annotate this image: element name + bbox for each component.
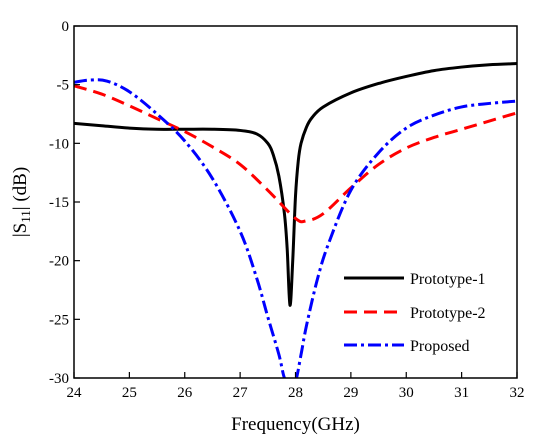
x-tick-label: 30 bbox=[399, 385, 414, 401]
y-axis-title-subscript: 11 bbox=[18, 210, 33, 223]
x-tick-label: 29 bbox=[343, 385, 358, 401]
legend-label-prototype-1: Prototype-1 bbox=[410, 271, 486, 288]
y-tick-label: -5 bbox=[57, 78, 70, 94]
series-line-proposed bbox=[74, 78, 517, 378]
y-tick-label: -10 bbox=[49, 136, 69, 152]
series-layer bbox=[74, 62, 517, 378]
y-axis-title-rest: | (dB) bbox=[10, 167, 31, 210]
y-axis-title: |S11| (dB) bbox=[10, 167, 33, 237]
x-tick-label: 24 bbox=[67, 385, 83, 401]
legend: Prototype-1 Prototype-2 Proposed bbox=[344, 271, 486, 355]
series-line-prototype-2 bbox=[74, 84, 517, 224]
x-tick-label: 27 bbox=[233, 385, 249, 401]
x-tick-label: 32 bbox=[510, 385, 525, 401]
x-axis-title: Frequency(GHz) bbox=[231, 414, 360, 435]
y-axis-title-main: |S bbox=[10, 223, 31, 237]
legend-label-proposed: Proposed bbox=[410, 338, 470, 355]
legend-label-prototype-2: Prototype-2 bbox=[410, 305, 486, 322]
x-tick-label: 25 bbox=[122, 385, 137, 401]
y-tick-label: -30 bbox=[49, 371, 69, 387]
x-tick-label: 26 bbox=[177, 385, 193, 401]
y-tick-label: -15 bbox=[49, 195, 69, 211]
x-tick-label: 31 bbox=[454, 385, 469, 401]
y-tick-label: 0 bbox=[62, 19, 70, 35]
series-line-prototype-1 bbox=[74, 62, 517, 307]
y-tick-label: -25 bbox=[49, 312, 69, 328]
ticks-layer: 24 25 26 27 28 29 30 31 32 0 -5 -10 -15 -20 -25 -30 bbox=[49, 19, 525, 401]
x-tick-label: 28 bbox=[288, 385, 303, 401]
y-tick-label: -20 bbox=[49, 254, 69, 270]
